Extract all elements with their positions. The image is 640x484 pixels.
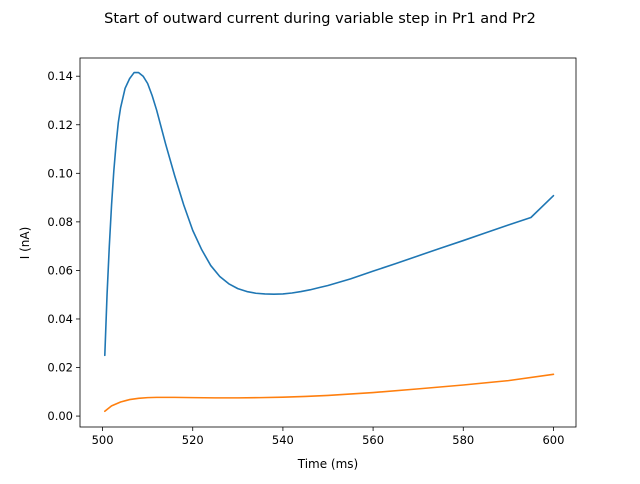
y-tick-label: 0.06: [47, 263, 73, 277]
series-line-1: [104, 71, 555, 357]
y-axis-ticks: 0.00 0.02 0.04 0.06 0.08 0.10 0.12 0.14: [47, 69, 80, 423]
y-tick-label: 0.14: [47, 69, 73, 83]
x-tick-label: 560: [362, 433, 384, 447]
x-axis-ticks: 500 520 540 560 580 600: [92, 427, 564, 447]
y-tick-label: 0.04: [47, 312, 73, 326]
chart-title: Start of outward current during variable…: [104, 11, 536, 27]
x-tick-label: 540: [272, 433, 294, 447]
y-tick-label: 0.12: [47, 118, 73, 132]
x-tick-label: 600: [542, 433, 564, 447]
y-tick-label: 0.10: [47, 166, 73, 180]
series-line-2: [104, 373, 555, 413]
y-tick-label: 0.02: [47, 361, 73, 375]
series-layer: [104, 71, 555, 413]
x-tick-label: 520: [182, 433, 204, 447]
y-axis-label: I (nA): [18, 227, 32, 260]
x-axis-label: Time (ms): [297, 457, 359, 471]
x-tick-label: 500: [92, 433, 114, 447]
plot-area: 500 520 540 560 580 600 0.000.020.040.060.080…: [47, 57, 577, 447]
y-tick-label: 0.08: [47, 215, 73, 229]
x-tick-label: 580: [452, 433, 474, 447]
y-tick-label: 0.00: [47, 409, 73, 423]
axes-frame: [79, 57, 577, 428]
